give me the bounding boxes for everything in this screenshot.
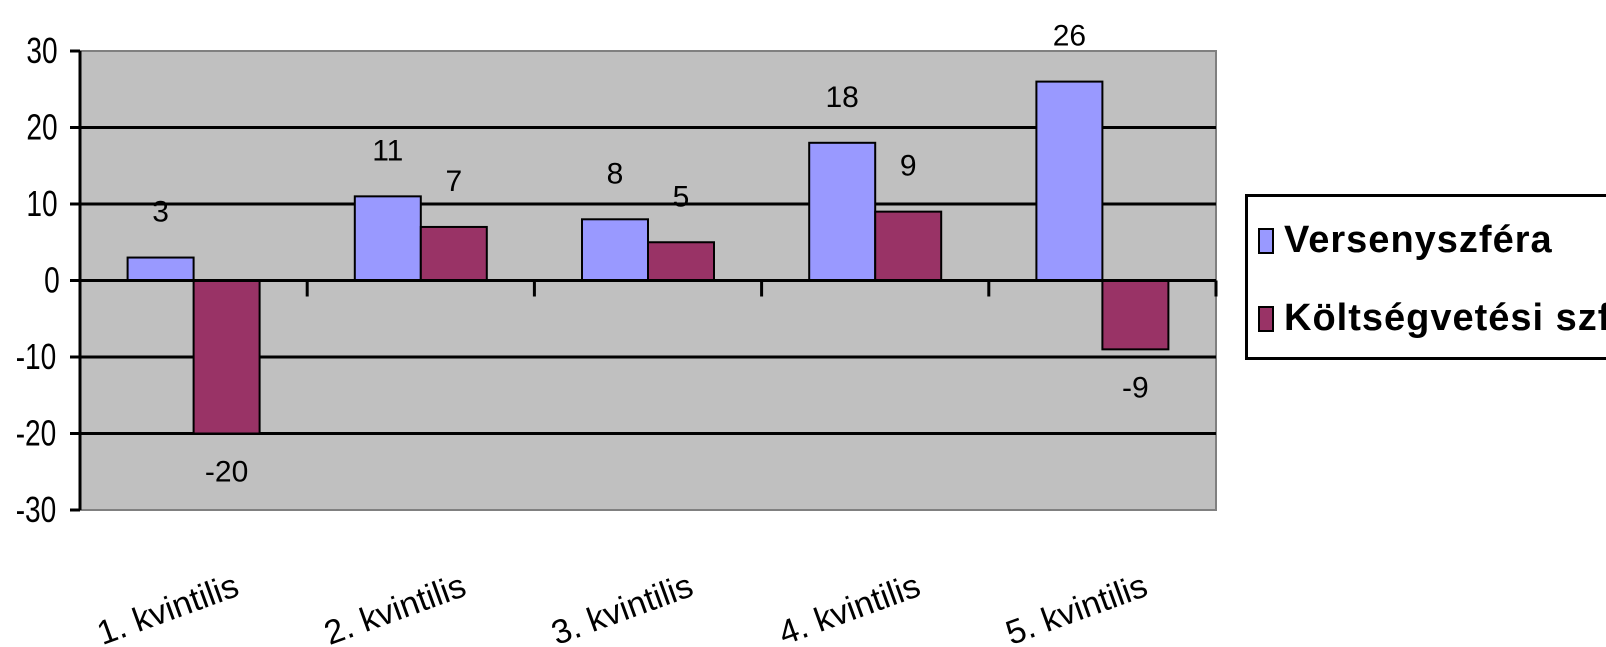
axes [70,49,1218,512]
y-tick-label: 10 [26,184,57,224]
y-tick-label: 0 [44,260,60,300]
bar-2-1 [192,279,261,435]
bar-1-5 [1035,80,1104,282]
data-label: -20 [205,456,248,489]
data-label: 18 [826,81,859,114]
y-tick-label: 30 [26,31,57,71]
data-labels: 3 -20 11 7 8 5 18 9 26 -9 [152,20,1148,489]
category-label: 4. kvintilis [774,567,925,647]
data-label: -9 [1122,371,1149,404]
y-tick-labels: 30 20 10 0 -10 -20 -30 [16,31,60,530]
y-tick-label: -10 [16,337,57,377]
bar-2-4 [874,210,943,282]
legend-item-series-2: Költségvetési szféra [1258,297,1606,340]
gridlines [80,126,1216,435]
legend-item-series-1: Versenyszféra [1258,219,1553,262]
bar-2-3 [647,241,715,282]
y-tick-label: -20 [16,413,57,453]
category-label: 1. kvintilis [92,567,243,647]
category-label: 2. kvintilis [319,567,470,647]
bar-1-3 [581,218,649,282]
data-label: 9 [900,150,917,183]
bar-2-2 [419,225,488,282]
bar-1-2 [353,195,422,282]
bar-1-1 [126,256,195,282]
bar-2-5 [1101,279,1170,351]
category-labels: 1. kvintilis 2. kvintilis 3. kvintilis 4. k… [92,567,1152,647]
legend-swatch-series-1 [1258,227,1274,254]
data-label: 7 [445,165,462,198]
legend-swatch-series-2 [1258,305,1274,332]
data-label: 5 [673,180,690,213]
y-tick-label: -30 [16,490,57,530]
category-label: 5. kvintilis [1001,567,1152,647]
data-label: 8 [607,157,624,190]
data-label: 26 [1053,20,1086,53]
legend-label-series-2: Költségvetési szféra [1284,297,1606,339]
bar-1-4 [808,141,877,282]
bars [126,80,1170,435]
category-label: 3. kvintilis [546,567,697,647]
legend: Versenyszféra Költségvetési szféra [1245,194,1606,360]
data-label: 3 [152,196,169,229]
data-label: 11 [372,134,403,167]
legend-label-series-1: Versenyszféra [1284,219,1553,261]
y-tick-label: 20 [26,107,57,147]
